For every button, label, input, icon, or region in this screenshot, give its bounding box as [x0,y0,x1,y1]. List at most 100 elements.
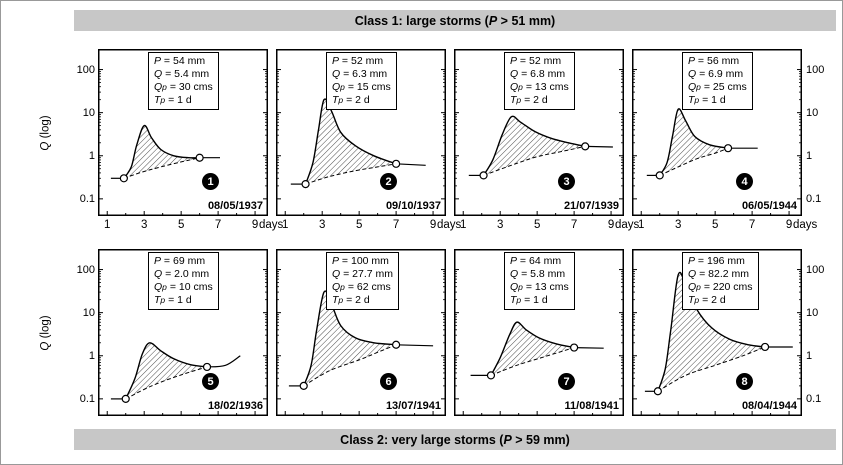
storm-date: 11/08/1941 [564,400,619,412]
class2-banner-var: P [503,432,512,447]
stat-value: = 1 d [165,94,192,106]
stat-line: Q = 82.2 mm [688,268,753,281]
stat-line: P = 54 mm [154,55,213,68]
stat-value: = 52 mm [517,55,562,67]
stat-symbol: Q [332,68,341,80]
post-event-line [396,163,426,166]
storm-number-badge: 4 [736,173,753,190]
stat-value: = 52 mm [339,55,384,67]
hydrograph-plot [632,49,802,216]
stat-line: Qp = 220 cms [688,281,753,294]
stat-symbol: T [688,94,695,106]
event-start-marker [486,371,496,380]
stat-line: P = 56 mm [688,55,747,68]
storm-number-badge: 5 [202,373,219,390]
y-tick-label: 100 [76,264,95,276]
stat-symbol-subscript: p [340,282,345,292]
stat-value: = 5.8 mm [518,268,566,280]
stat-value: = 1 d [699,94,726,106]
hydrograph-plot [98,49,268,216]
stat-value: = 1 d [165,294,192,306]
hydrograph-plot [98,249,268,416]
stat-symbol: Q [154,68,163,80]
storm-runoff-hatch-area [305,99,397,185]
stat-symbol: Q [332,81,341,93]
x-tick-label: 5 [711,219,719,231]
hydrograph-plot [276,49,446,216]
stat-line: Q = 6.9 mm [688,68,747,81]
stat-value: = 2 d [343,294,370,306]
hydrograph-panel-8: P = 196 mm Q = 82.2 mm Qp = 220 cms Tp = 2 … [632,249,802,416]
storm-runoff-hatch-area [491,322,575,376]
stat-value: = 220 cms [700,281,753,293]
class2-banner: Class 2: very large storms (P > 59 mm) [74,429,836,450]
baseflow-dashed-line [657,346,766,392]
stat-symbol: Q [154,281,163,293]
stat-line: P = 69 mm [154,255,213,268]
storm-number-badge: 2 [380,173,397,190]
stat-value: = 2 d [521,94,548,106]
stat-value: = 25 cms [700,81,747,93]
stat-value: = 62 cms [344,281,391,293]
storm-date: 09/10/1937 [385,200,441,212]
stat-symbol: Q [688,68,697,80]
x-tick-label: 5 [355,219,363,231]
stat-symbol: Q [688,81,697,93]
hydrograph-curve [490,321,575,376]
stat-symbol: Q [154,81,163,93]
stat-value: = 6.9 mm [696,68,744,80]
storm-date: 21/07/1939 [563,200,619,212]
x-tick-label: 7 [392,219,400,231]
stats-box: P = 196 mm Q = 82.2 mm Qp = 220 cms Tp = 2 … [682,252,759,310]
stat-symbol: T [154,294,161,306]
event-start-marker [479,171,488,180]
x-tick-label: 7 [570,219,578,231]
x-tick-label: 7 [748,219,756,231]
stat-symbol-subscript: p [694,95,700,105]
stat-symbol: Q [510,281,519,293]
panel-frame [632,49,802,216]
hydrograph-curve [482,115,586,176]
stat-value: = 13 cms [522,281,569,293]
stat-symbol: P [688,55,696,67]
x-tick-label: 5 [177,219,185,231]
stat-symbol: Q [332,281,341,293]
stat-line: Qp = 13 cms [510,281,569,294]
stat-line: Q = 27.7 mm [332,268,393,281]
stat-symbol-subscript: p [338,95,344,105]
stat-value: = 196 mm [695,255,745,267]
y-tick-label: 0.1 [806,193,822,205]
stat-symbol: P [510,255,518,267]
stat-symbol-subscript: p [696,282,701,292]
panel-frame [454,49,624,216]
stat-symbol: P [688,255,696,267]
stat-symbol-subscript: p [340,82,345,92]
stat-line: P = 100 mm [332,255,393,268]
stat-line: P = 64 mm [510,255,569,268]
y-axis-title: Q (log) [37,49,55,216]
storm-number-badge: 8 [736,373,753,390]
stat-line: Tp = 2 d [688,294,753,307]
x-tick-label: 9 [607,219,615,231]
baseflow-dashed-line [483,145,586,176]
stat-line: Tp = 1 d [154,94,213,107]
stat-value: = 54 mm [161,55,206,67]
post-event-line [585,145,613,148]
storm-runoff-hatch-area [303,291,397,386]
stat-symbol: Q [688,268,697,280]
x-axis-unit: days [437,219,462,231]
x-tick-label: 1 [282,219,289,231]
stat-value: = 56 mm [695,55,740,67]
event-start-marker [653,387,662,396]
class2-banner-suffix: > 59 mm) [511,432,570,447]
x-tick-label: 1 [460,219,467,231]
hydrograph-curve [659,108,729,176]
stat-symbol-subscript: p [160,95,166,105]
storm-runoff-hatch-area [125,342,207,399]
storm-runoff-hatch-area [659,108,729,176]
y-tick-label: 10 [806,107,819,119]
y-tick-label: 1 [88,150,95,162]
